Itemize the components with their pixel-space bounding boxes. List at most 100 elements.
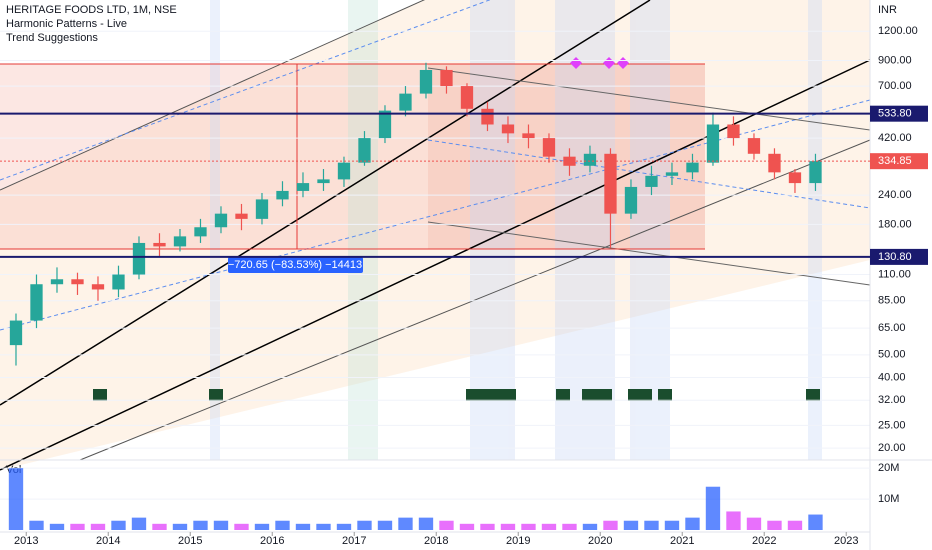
candle-body bbox=[30, 284, 43, 321]
candle-body bbox=[665, 172, 679, 176]
candle-body bbox=[317, 179, 330, 184]
candle-body bbox=[727, 124, 740, 139]
candle-body bbox=[440, 69, 453, 87]
price-label-box bbox=[870, 153, 928, 170]
y-tick-label: 65.00 bbox=[878, 322, 906, 334]
volume-bar bbox=[808, 514, 823, 530]
markers bbox=[93, 389, 820, 401]
candle-body bbox=[173, 236, 187, 247]
candle-body bbox=[276, 190, 289, 200]
volume-bar bbox=[418, 517, 434, 530]
candle-body bbox=[91, 284, 105, 290]
volume-bar bbox=[193, 520, 208, 530]
candle-body bbox=[645, 175, 658, 187]
candle-body bbox=[788, 172, 802, 184]
candle-body bbox=[522, 133, 535, 139]
candle-body bbox=[706, 124, 720, 163]
y-tick-label: 420.00 bbox=[878, 132, 912, 144]
volume-bar bbox=[172, 523, 188, 530]
price-label-box bbox=[870, 248, 928, 265]
candle-body bbox=[337, 162, 351, 180]
candle-body bbox=[604, 153, 617, 214]
volume-bar bbox=[746, 517, 762, 530]
y-tick-label: 180.00 bbox=[878, 218, 912, 230]
volume-tick-label: 20M bbox=[878, 462, 899, 474]
volume-bar bbox=[275, 520, 290, 530]
y-tick-label: 240.00 bbox=[878, 189, 912, 201]
candle-body bbox=[358, 138, 371, 163]
y-tick-label: 25.00 bbox=[878, 419, 906, 431]
volume-bar bbox=[336, 523, 352, 530]
channel-line bbox=[0, 59, 871, 471]
volume-bar bbox=[480, 523, 495, 530]
y-tick-label: 40.00 bbox=[878, 371, 906, 383]
volume-bar bbox=[234, 523, 249, 530]
volume-bar bbox=[767, 520, 782, 530]
channel-fill bbox=[0, 0, 870, 470]
channel-line bbox=[79, 139, 871, 461]
channel-mid bbox=[0, 0, 491, 181]
candle-body bbox=[378, 110, 392, 139]
candle-body bbox=[235, 213, 248, 219]
candle-body bbox=[624, 186, 638, 214]
volume-bar bbox=[49, 523, 65, 530]
x-tick-label: 2022 bbox=[752, 535, 776, 547]
candle-body bbox=[399, 93, 412, 111]
y-tick-label: 32.00 bbox=[878, 394, 906, 406]
volume-tick-label: 10M bbox=[878, 493, 899, 505]
volume-bar bbox=[541, 523, 557, 530]
x-tick-label: 2015 bbox=[178, 535, 202, 547]
volume-bar bbox=[685, 517, 700, 530]
volume-bar bbox=[316, 523, 331, 530]
y-tick-label: 85.00 bbox=[878, 295, 906, 307]
volume-bar bbox=[521, 523, 536, 530]
x-tick-label: 2014 bbox=[96, 535, 120, 547]
y-tick-label: 50.00 bbox=[878, 349, 906, 361]
candle-body bbox=[9, 320, 23, 346]
candle-body bbox=[132, 242, 146, 275]
candle-body bbox=[71, 279, 84, 285]
candle-body bbox=[112, 274, 125, 290]
volume-bar bbox=[582, 523, 598, 530]
candle-body bbox=[747, 138, 761, 154]
price-label: 533.80 bbox=[878, 108, 912, 120]
candle-body bbox=[583, 153, 597, 166]
volume-bar bbox=[398, 517, 413, 530]
price-label-box bbox=[870, 105, 928, 122]
volume-bar bbox=[152, 523, 167, 530]
candle-body bbox=[419, 69, 433, 94]
volume-bar bbox=[70, 523, 85, 530]
candle-body bbox=[542, 138, 556, 157]
volume-bar bbox=[623, 520, 639, 530]
volume-bar bbox=[459, 523, 475, 530]
candle-body bbox=[686, 162, 699, 173]
price-label: 334.85 bbox=[878, 155, 912, 167]
volume-bar bbox=[213, 520, 229, 530]
volume-bar bbox=[726, 511, 741, 530]
volume-bar bbox=[439, 520, 454, 530]
volume-bar bbox=[295, 523, 311, 530]
measure-box bbox=[228, 257, 363, 273]
volume-bar bbox=[705, 486, 721, 530]
x-tick-label: 2023 bbox=[834, 535, 858, 547]
candle-body bbox=[809, 161, 822, 184]
volume-bar bbox=[8, 468, 24, 530]
volume-bar bbox=[644, 520, 659, 530]
candle-body bbox=[768, 153, 781, 173]
x-tick-label: 2013 bbox=[14, 535, 38, 547]
candle-body bbox=[255, 199, 269, 219]
volume-bar bbox=[90, 523, 106, 530]
volume-bar bbox=[377, 520, 393, 530]
y-tick-label: 900.00 bbox=[878, 54, 912, 66]
indicator-label: Harmonic Patterns - Live bbox=[6, 18, 127, 30]
wedge-mid bbox=[427, 139, 871, 209]
x-tick-label: 2021 bbox=[670, 535, 694, 547]
y-tick-label: 20.00 bbox=[878, 442, 906, 454]
highlight-columns bbox=[210, 0, 822, 460]
currency-label: INR bbox=[878, 4, 897, 16]
x-tick-label: 2019 bbox=[506, 535, 530, 547]
candle-body bbox=[50, 279, 64, 285]
x-tick-label: 2016 bbox=[260, 535, 284, 547]
candle-body bbox=[481, 108, 494, 125]
